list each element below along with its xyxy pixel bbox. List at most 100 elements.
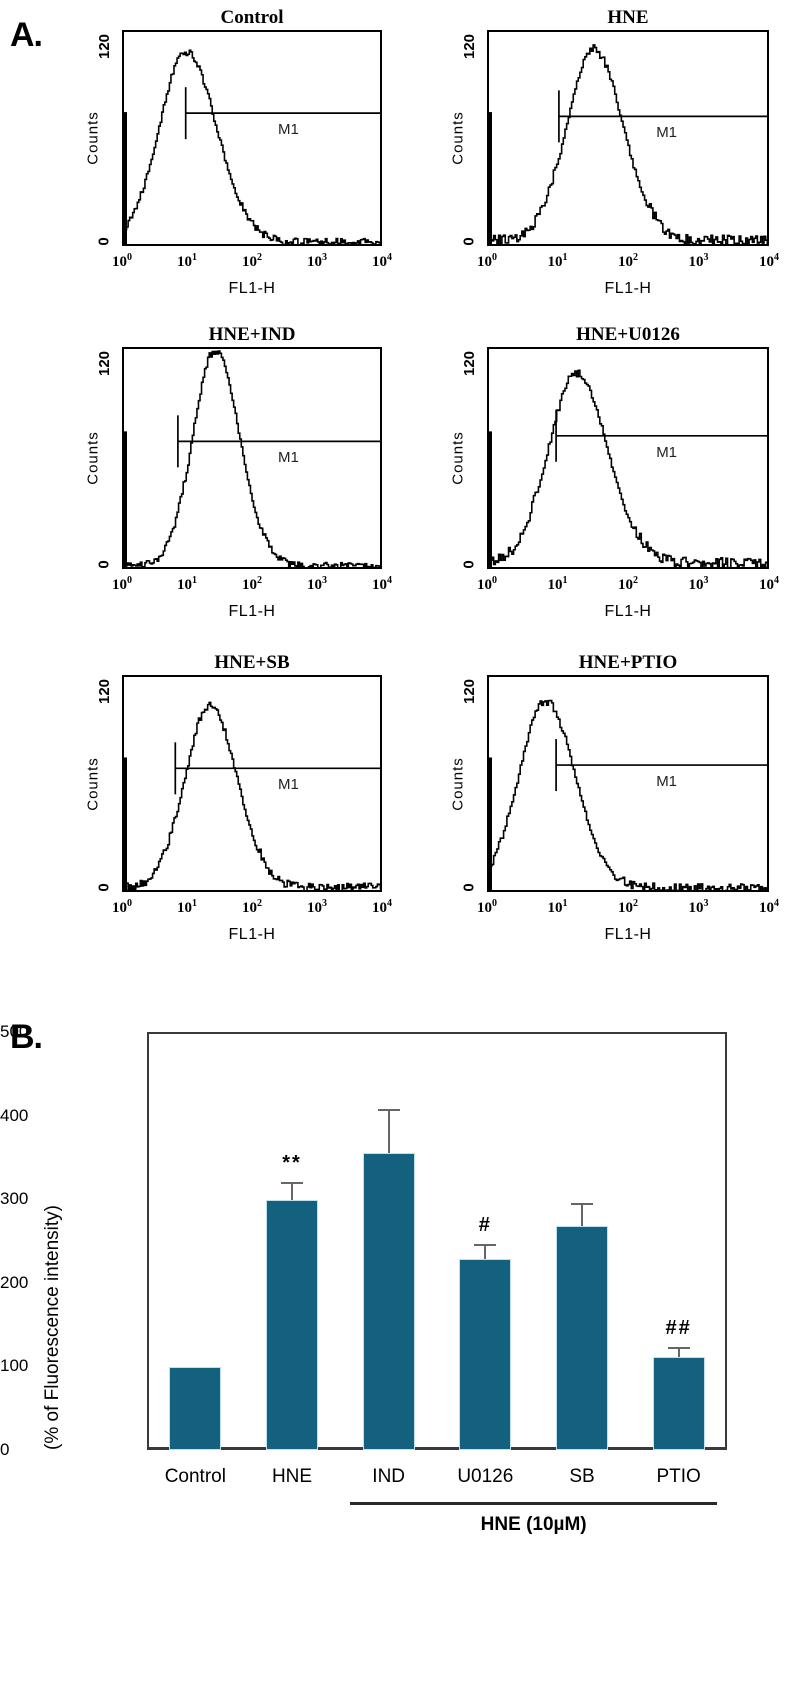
fcs-x-tick-base: 10 [759, 900, 774, 916]
fcs-x-tick-base: 10 [177, 900, 192, 916]
x-category-ind: IND [372, 1466, 406, 1487]
fcs-plot-canvas [487, 699, 769, 892]
fcs-plot-frame [122, 30, 382, 246]
fcs-x-tick-base: 10 [759, 577, 774, 593]
fcs-x-tick-base: 10 [547, 254, 563, 270]
fcs-x-tick-exponent: 1 [192, 252, 197, 263]
panel-b-letter: B. [10, 1018, 43, 1056]
fcs-y-axis-label: Counts [84, 756, 102, 811]
fcs-plot-canvas [122, 701, 382, 892]
fcs-x-tick: 104 [759, 252, 779, 271]
bar-chart-y-tick: 0 [0, 1440, 10, 1459]
fcs-x-tick-base: 10 [242, 900, 257, 916]
fcs-plot-title: Control [220, 7, 284, 28]
bar-chart-y-axis-label: (% of Fluorescence intensity) [42, 1205, 63, 1450]
x-category-u0126: U0126 [457, 1466, 514, 1487]
significance-marker-u0126: # [478, 1214, 492, 1237]
fcs-x-tick-base: 10 [688, 900, 704, 916]
fcs-x-tick-base: 10 [618, 900, 633, 916]
fcs-plot-hne-sb: HNE+SB Counts 120 0 100 101 102 103 104 FL1-H M1 [84, 652, 392, 943]
fcs-x-tick-group: 100 101 102 103 104 [477, 252, 779, 272]
x-category-hne: HNE [271, 1466, 313, 1487]
fcs-x-tick: 102 [242, 575, 262, 594]
fcs-y-tick-max: 120 [461, 350, 479, 377]
fcs-x-axis-label: FL1-H [228, 603, 276, 620]
fcs-y-tick-min: 0 [95, 560, 113, 569]
significance-marker-ptio: ## [665, 1317, 692, 1340]
fcs-x-tick-base: 10 [307, 577, 322, 593]
fcs-x-tick-base: 10 [372, 254, 387, 270]
fcs-x-tick-exponent: 0 [127, 252, 132, 263]
fcs-x-tick-base: 10 [242, 254, 257, 270]
fcs-x-tick-exponent: 0 [127, 575, 132, 586]
fcs-x-tick-exponent: 4 [387, 898, 392, 909]
fcs-x-tick-base: 10 [372, 577, 387, 593]
fcs-x-tick: 100 [477, 898, 497, 917]
fcs-x-tick-exponent: 2 [633, 898, 638, 909]
fcs-plot-title: HNE [607, 7, 649, 28]
fcs-x-tick: 101 [177, 575, 197, 594]
bar-chart-y-tick: 300 [0, 1189, 29, 1209]
fcs-x-tick-group: 100 101 102 103 104 [477, 575, 779, 595]
fcs-plot-frame [487, 30, 769, 246]
fcs-x-tick: 102 [618, 575, 638, 594]
fcs-y-tick-max: 120 [96, 678, 114, 705]
fcs-plot-frame [122, 347, 382, 569]
fcs-plot-title: HNE+IND [208, 324, 296, 345]
fcs-x-tick-exponent: 0 [492, 898, 497, 909]
fcs-x-tick-exponent: 2 [257, 252, 262, 263]
fcs-x-tick-exponent: 2 [257, 575, 262, 586]
fcs-x-tick-group: 100 101 102 103 104 [477, 898, 779, 918]
fcs-gate-label: M1 [278, 776, 299, 794]
bar-hne [266, 1200, 318, 1450]
fcs-plot-canvas [487, 44, 769, 246]
fcs-x-axis-label: FL1-H [604, 926, 652, 943]
fcs-x-tick-exponent: 0 [492, 575, 497, 586]
fcs-histogram-trace [122, 701, 382, 892]
fcs-x-tick-exponent: 0 [127, 898, 132, 909]
fcs-x-tick-exponent: 3 [703, 898, 709, 909]
fcs-y-tick-min: 0 [460, 560, 478, 569]
fcs-x-tick-base: 10 [307, 254, 322, 270]
fcs-y-axis-label: Counts [84, 111, 102, 165]
fcs-x-tick-base: 10 [477, 577, 492, 593]
fcs-x-tick: 104 [759, 575, 779, 594]
bar-chart-y-tick: 500 [0, 1022, 29, 1041]
fcs-x-tick-exponent: 3 [322, 575, 327, 586]
fcs-y-tick-max: 120 [461, 33, 479, 60]
fcs-x-tick: 103 [307, 898, 327, 917]
fcs-x-tick-exponent: 2 [633, 252, 638, 263]
fcs-x-tick: 103 [689, 898, 709, 917]
fcs-x-tick-group: 100 101 102 103 104 [112, 252, 392, 272]
fcs-y-axis-label: Counts [449, 431, 467, 485]
fcs-histogram-trace [122, 49, 382, 246]
fcs-x-tick-base: 10 [112, 900, 127, 916]
error-bar-ptio [677, 1347, 680, 1358]
fcs-plot-hne-ind: HNE+IND Counts 120 0 100 101 102 103 104 FL1-H M1 [84, 324, 392, 620]
fcs-x-tick: 100 [112, 898, 132, 917]
fcs-x-tick: 104 [372, 252, 392, 271]
fcs-x-tick: 101 [548, 252, 568, 271]
fcs-y-axis-label: Counts [84, 431, 102, 485]
error-bar-hne [291, 1181, 293, 1201]
x-category-ptio: PTIO [656, 1466, 701, 1487]
bar-control [169, 1367, 222, 1450]
fcs-x-tick: 101 [548, 898, 568, 917]
fcs-plot-title: HNE+U0126 [576, 324, 680, 345]
fcs-x-tick: 100 [477, 252, 497, 271]
fcs-y-tick-max: 120 [461, 678, 479, 705]
fcs-plot-title: HNE+SB [214, 652, 290, 673]
fcs-x-tick-base: 10 [688, 577, 704, 593]
error-bar-sb [581, 1203, 583, 1226]
fcs-y-axis-label: Counts [449, 756, 467, 811]
fcs-x-tick-exponent: 3 [322, 252, 327, 263]
fcs-x-tick-group: 100 101 102 103 104 [112, 575, 392, 595]
error-cap-u0126 [474, 1244, 497, 1247]
fcs-x-tick-base: 10 [112, 254, 127, 270]
fcs-x-tick: 102 [618, 252, 638, 271]
fcs-x-tick: 100 [112, 252, 132, 271]
fcs-y-tick-min: 0 [95, 237, 113, 246]
fcs-x-tick-base: 10 [618, 577, 633, 593]
fcs-x-tick-exponent: 2 [257, 898, 262, 909]
fcs-x-tick-exponent: 4 [774, 575, 779, 586]
